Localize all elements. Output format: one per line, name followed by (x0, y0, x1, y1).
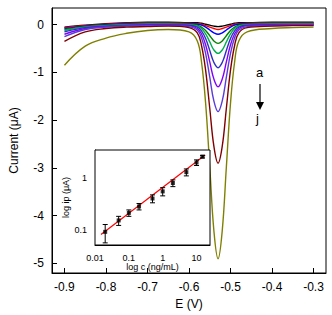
svg-text:-0.7: -0.7 (137, 280, 158, 294)
svg-text:0.1: 0.1 (74, 225, 87, 235)
svg-text:-0.8: -0.8 (96, 280, 117, 294)
svg-text:a: a (256, 65, 264, 80)
svg-text:1: 1 (160, 253, 165, 263)
svg-text:0.01: 0.01 (86, 253, 104, 263)
svg-text:-1: -1 (33, 65, 44, 79)
svg-text:E (V): E (V) (175, 297, 202, 311)
svg-text:-0.3: -0.3 (303, 280, 324, 294)
svg-text:10: 10 (192, 253, 202, 263)
svg-text:-5: -5 (33, 256, 44, 270)
svg-text:j: j (255, 111, 259, 126)
svg-text:-3: -3 (33, 161, 44, 175)
svg-text:0: 0 (37, 18, 44, 32)
svg-text:1: 1 (82, 173, 87, 183)
svg-text:-2: -2 (33, 113, 44, 127)
svg-text:-0.5: -0.5 (220, 280, 241, 294)
svg-text:-4: -4 (33, 209, 44, 223)
svg-text:log ip (μA): log ip (μA) (61, 177, 71, 218)
svg-text:0.1: 0.1 (123, 253, 136, 263)
svg-text:-0.4: -0.4 (262, 280, 283, 294)
svg-text:-0.6: -0.6 (179, 280, 200, 294)
svg-text:-0.9: -0.9 (54, 280, 75, 294)
svg-text:Current (μA): Current (μA) (7, 107, 21, 173)
svg-text:log c (ng/mL): log c (ng/mL) (126, 262, 179, 272)
